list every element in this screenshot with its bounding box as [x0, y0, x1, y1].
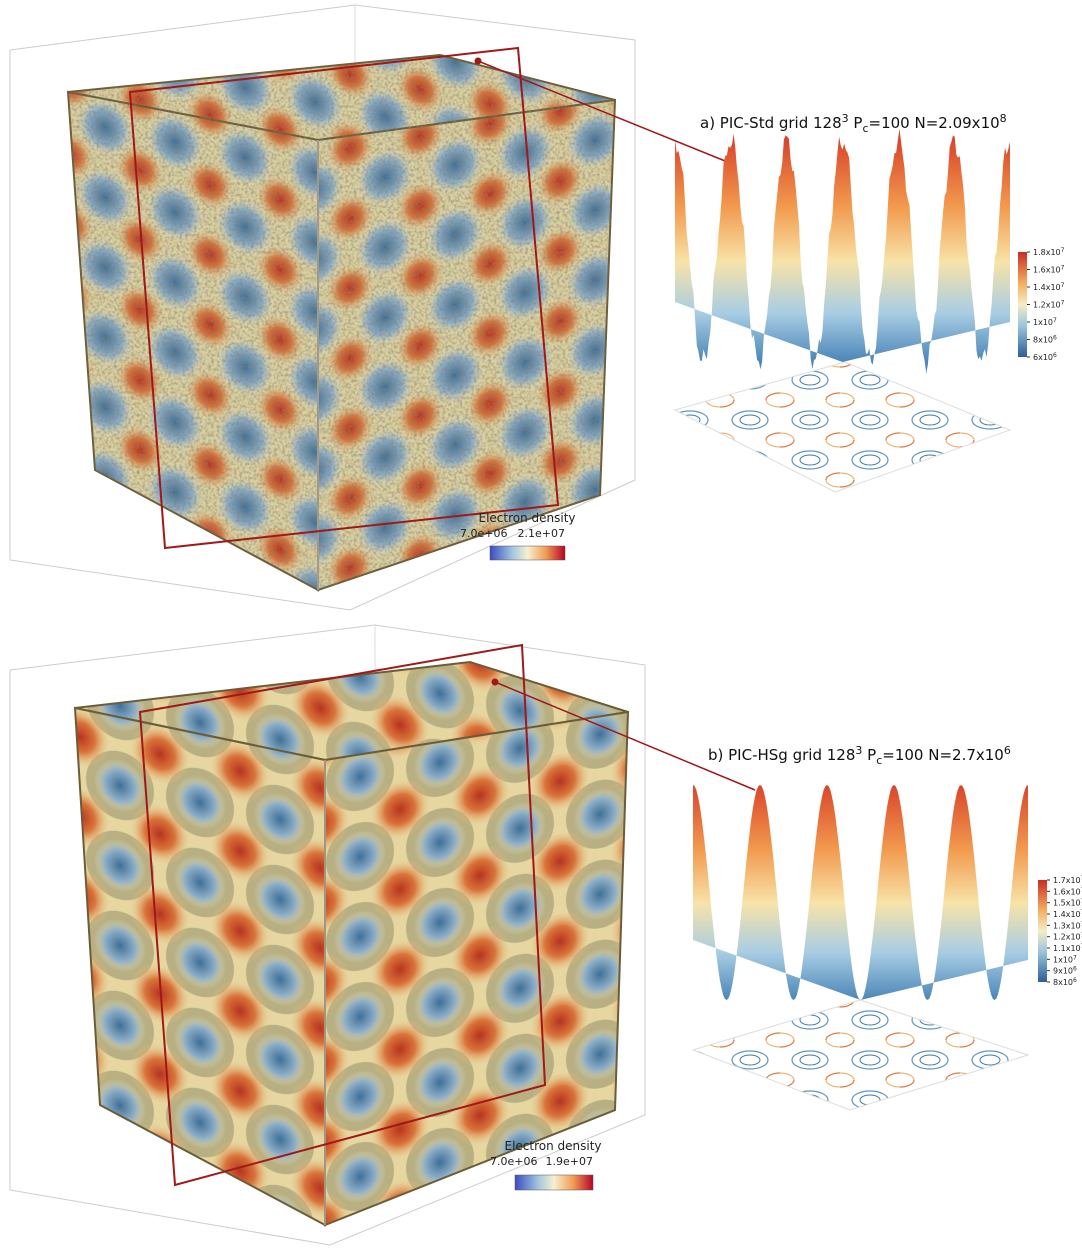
legend-min: 7.0e+06 [490, 1155, 537, 1168]
colorbar-mantissa: 6x10 [1033, 353, 1053, 362]
title-part: P [862, 746, 876, 764]
colorbar-mantissa: 1x10 [1033, 318, 1053, 327]
title-part: P [849, 114, 863, 132]
colorbar-label: 1.6x107 [1053, 886, 1082, 896]
colorbar-label: 1.5x107 [1053, 898, 1082, 908]
legend-title: Electron density [504, 1139, 601, 1153]
slice-dot [474, 57, 482, 65]
colorbar-label: 1.4x107 [1033, 282, 1065, 292]
colorbar-exp: 7 [1061, 265, 1065, 272]
colorbar-label: 6x106 [1033, 352, 1057, 362]
colorbar [1018, 252, 1027, 357]
slice-frame [128, 46, 560, 550]
slice-frame [138, 643, 547, 1187]
colorbar-exp: 7 [1081, 886, 1082, 893]
colorbar-label: 1.2x107 [1033, 300, 1065, 310]
legend-max: 2.1e+07 [518, 527, 565, 540]
panel-title: a) PIC-Std grid 1283 Pc=100 N=2.09x108 [700, 112, 1007, 135]
colorbar-exp: 7 [1081, 875, 1082, 882]
slice-dot [491, 678, 499, 686]
colorbar-mantissa: 8x10 [1053, 978, 1073, 987]
colorbar-label: 1.4x107 [1053, 909, 1082, 919]
colorbar-mantissa: 1.4x10 [1053, 910, 1081, 919]
colorbar-exp: 7 [1081, 943, 1082, 950]
contour-plane [673, 361, 1012, 493]
legend-bar [514, 1174, 594, 1191]
colorbar-label: 1.6x107 [1033, 265, 1065, 275]
colorbar-mantissa: 1.6x10 [1033, 266, 1061, 275]
legend-title: Electron density [478, 511, 575, 525]
title-part: a) PIC-Std grid 128 [700, 114, 842, 132]
panel-title: b) PIC-HSg grid 1283 Pc=100 N=2.7x106 [708, 744, 1011, 767]
colorbar-mantissa: 8x10 [1033, 336, 1053, 345]
colorbar-label: 1.1x107 [1053, 943, 1082, 953]
cube-left [73, 706, 326, 1227]
colorbar-label: 9x106 [1053, 966, 1077, 976]
colorbar-exp: 7 [1061, 282, 1065, 289]
title-part: b) PIC-HSg grid 128 [708, 746, 855, 764]
colorbar-mantissa: 1.1x10 [1053, 944, 1081, 953]
title-part: =100 N=2.09x10 [869, 114, 1000, 132]
colorbar-mantissa: 1.2x10 [1033, 301, 1061, 310]
legend-min: 7.0e+06 [460, 527, 507, 540]
colorbar-mantissa: 1.6x10 [1053, 887, 1081, 896]
colorbar-label: 8x106 [1053, 977, 1077, 987]
colorbar-label: 1.3x107 [1053, 920, 1082, 930]
colorbar-exp: 7 [1081, 909, 1082, 916]
colorbar-mantissa: 1.2x10 [1053, 933, 1081, 942]
colorbar-exp: 7 [1081, 920, 1082, 927]
colorbar-mantissa: 9x10 [1053, 967, 1073, 976]
surface-plot [693, 785, 1028, 1000]
colorbar-mantissa: 1.3x10 [1053, 921, 1081, 930]
surface-plot [675, 128, 1010, 374]
title-part: 3 [842, 112, 849, 125]
colorbar-label: 1.2x107 [1053, 932, 1082, 942]
legend-bar [489, 545, 566, 561]
colorbar-exp: 6 [1073, 977, 1077, 984]
colorbar-label: 1.8x107 [1033, 247, 1065, 257]
contour-plane [691, 999, 1030, 1111]
colorbar-mantissa: 1x10 [1053, 955, 1073, 964]
slice-pointer [477, 60, 736, 166]
colorbar-mantissa: 1.8x10 [1033, 248, 1061, 257]
colorbar-exp: 6 [1073, 966, 1077, 973]
colorbar-exp: 6 [1053, 352, 1057, 359]
colorbar [1038, 880, 1047, 982]
colorbar-label: 8x106 [1033, 335, 1057, 345]
slice-pointer [494, 681, 756, 791]
title-part: 3 [855, 744, 862, 757]
colorbar-exp: 7 [1081, 898, 1082, 905]
colorbar-exp: 7 [1061, 300, 1065, 307]
colorbar-mantissa: 1.4x10 [1033, 283, 1061, 292]
title-part: 8 [1000, 112, 1007, 125]
title-part: =100 N=2.7x10 [882, 746, 1004, 764]
colorbar-label: 1x107 [1053, 954, 1077, 964]
title-part: c [876, 754, 882, 767]
colorbar-mantissa: 1.7x10 [1053, 876, 1081, 885]
colorbar-exp: 7 [1081, 932, 1082, 939]
title-part: 6 [1004, 744, 1011, 757]
colorbar-mantissa: 1.5x10 [1053, 899, 1081, 908]
colorbar-exp: 6 [1053, 335, 1057, 342]
colorbar-exp: 7 [1073, 954, 1077, 961]
title-part: c [862, 122, 868, 135]
legend-max: 1.9e+07 [546, 1155, 593, 1168]
colorbar-exp: 7 [1053, 317, 1057, 324]
colorbar-label: 1x107 [1033, 317, 1057, 327]
colorbar-label: 1.7x107 [1053, 875, 1082, 885]
colorbar-exp: 7 [1061, 247, 1065, 254]
